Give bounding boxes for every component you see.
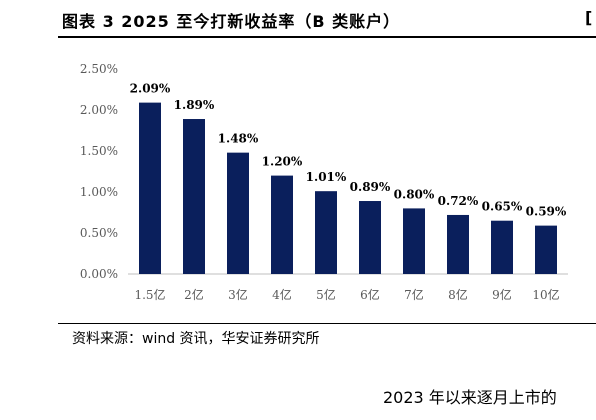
- data-label: 1.89%: [174, 98, 215, 112]
- y-tick-label: 2.00%: [80, 103, 118, 117]
- data-label: 0.72%: [438, 194, 479, 208]
- y-tick-label: 0.50%: [80, 226, 118, 240]
- bar: [227, 152, 249, 274]
- x-tick-label: 8亿: [448, 287, 468, 302]
- data-label: 2.09%: [130, 82, 171, 96]
- data-label: 0.80%: [394, 187, 435, 201]
- x-tick-label: 2亿: [184, 287, 204, 302]
- y-tick-label: 1.00%: [80, 185, 118, 199]
- value-labels: 2.09%1.89% 1.48%1.20%1.01%0.89%0.80% 0.72%…: [130, 82, 567, 219]
- data-label: 1.20%: [262, 155, 303, 169]
- bar: [139, 102, 161, 275]
- source-rule: [58, 323, 596, 324]
- bar: [403, 208, 425, 274]
- bar: [447, 214, 469, 274]
- y-tick-label: 0.00%: [80, 267, 118, 281]
- data-label: 0.65%: [482, 200, 523, 214]
- figure-title: 图表 3 2025 至今打新收益率（B 类账户）: [62, 12, 401, 31]
- bar: [491, 220, 513, 274]
- data-label: 1.48%: [218, 132, 259, 146]
- x-tick-label: 1.5亿: [134, 287, 165, 302]
- source-note: 资料来源：wind 资讯，华安证券研究所: [72, 331, 320, 347]
- bar: [315, 191, 337, 274]
- bar: [535, 225, 557, 274]
- x-tick-label: 9亿: [492, 287, 512, 302]
- data-label: 0.89%: [350, 180, 391, 194]
- bar: [183, 119, 205, 275]
- bar: [271, 175, 293, 274]
- x-tick-label: 7亿: [404, 287, 424, 302]
- x-tick-label: 4亿: [272, 287, 292, 302]
- y-tick-label: 1.50%: [80, 144, 118, 158]
- cropped-edge-mark: [: [585, 8, 593, 27]
- x-tick-label: 3亿: [228, 287, 248, 302]
- data-label: 1.01%: [306, 170, 347, 184]
- x-tick-label: 5亿: [316, 287, 336, 302]
- y-tick-label: 2.50%: [80, 62, 118, 76]
- x-tick-label: 10亿: [532, 287, 559, 302]
- x-axis: 1.5亿 2亿 3亿 4亿 5亿 6亿 7亿 8亿 9亿 10亿: [128, 273, 568, 302]
- y-axis: 0.00% 0.50% 1.00% 1.50% 2.00% 2.50%: [80, 62, 118, 281]
- bar: [359, 201, 381, 274]
- data-label: 0.59%: [526, 205, 567, 219]
- title-rule: [58, 36, 596, 38]
- bars: [139, 102, 557, 275]
- continuation-text: 2023 年以来逐月上市的: [383, 388, 557, 407]
- x-tick-label: 6亿: [360, 287, 380, 302]
